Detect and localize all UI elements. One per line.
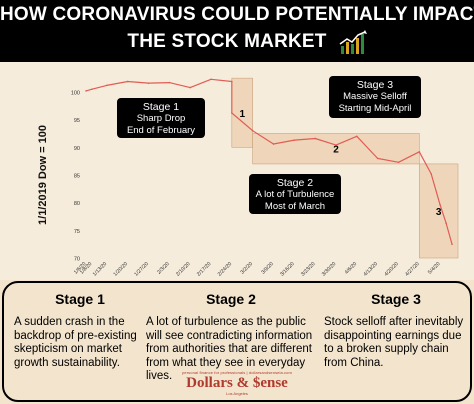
title-line-2: THE STOCK MARKET	[127, 31, 327, 52]
brand-logo: personal finance for professionals | dol…	[0, 370, 474, 396]
stage-region-label-3: 3	[436, 207, 442, 218]
y-tick-label-0: 70	[74, 257, 80, 263]
callout-stage-1-heading: Stage 1	[142, 101, 180, 113]
x-tick-label-16: 4/20/20	[383, 261, 400, 278]
x-tick-label-2: 1/13/20	[92, 261, 109, 278]
x-tick-label-7: 2/17/20	[196, 261, 213, 278]
y-tick-label-3: 85	[74, 174, 80, 180]
stage-1-text: A sudden crash in the backdrop of pre-ex…	[14, 316, 137, 369]
stage-2-text: A lot of turbulence as the public will s…	[146, 316, 313, 383]
brand-tagline: personal finance for professionals | dol…	[182, 370, 292, 375]
data-point-18	[418, 150, 421, 153]
stage-1-heading: Stage 1	[55, 291, 105, 307]
brand-location: Los Angeles	[226, 391, 248, 396]
data-point-14	[335, 144, 337, 146]
data-point-10	[251, 129, 254, 132]
callout-stage-2: Stage 2 A lot of Turbulence Most of Marc…	[249, 174, 341, 214]
stage-region-2	[252, 133, 420, 165]
callout-stage-1-line-1: Sharp Drop	[136, 113, 186, 124]
x-tick-label-10: 3/9/20	[260, 261, 275, 276]
data-point-6	[189, 86, 191, 89]
stage-description-panel: Stage 1 A sudden crash in the backdrop o…	[2, 281, 472, 402]
data-point-7	[210, 78, 212, 81]
chart-area: 1 2 3 70 75 80 85 90 95 100 1/1/2019 Dow = 100 1/6/…	[0, 62, 474, 280]
stage-3-heading: Stage 3	[371, 291, 421, 307]
data-point-21	[445, 222, 447, 224]
data-point-9	[231, 112, 233, 114]
data-point-2	[106, 84, 108, 87]
data-point-19	[430, 173, 433, 175]
data-point-13	[314, 137, 316, 140]
stock-chart-icon	[339, 30, 367, 54]
callout-stage-2-heading: Stage 2	[276, 177, 314, 189]
x-tick-label-11: 3/16/20	[279, 261, 296, 278]
x-tick-label-6: 2/10/20	[175, 261, 192, 278]
data-point-4	[147, 82, 150, 84]
x-tick-label-17: 4/27/20	[404, 261, 421, 278]
x-tick-label-15: 4/13/20	[363, 261, 380, 278]
callout-stage-3-heading: Stage 3	[356, 79, 394, 91]
data-point-12	[293, 139, 296, 141]
y-tick-label-6: 100	[71, 91, 80, 97]
data-point-15	[356, 135, 358, 138]
y-axis-title: 1/1/2019 Dow = 100	[37, 125, 49, 225]
data-point-22	[451, 243, 453, 245]
x-tick-label-4: 1/27/20	[133, 261, 150, 278]
x-tick-label-9: 3/2/20	[240, 261, 255, 276]
data-point-5	[168, 81, 171, 84]
callout-stage-3: Stage 3 Massive Selloff Starting Mid-Apr…	[329, 76, 421, 118]
callout-stage-3-line-2: Starting Mid-April	[338, 103, 412, 114]
x-tick-label-14: 4/6/20	[344, 261, 359, 276]
data-point-3	[126, 80, 129, 83]
title-line-1: HOW CORONAVIRUS COULD POTENTIALLY IMPACT	[0, 4, 474, 25]
callout-stage-3-line-1: Massive Selloff	[343, 91, 407, 102]
x-tick-label-3: 1/20/20	[113, 261, 130, 278]
x-tick-label-13: 3/30/20	[321, 261, 338, 278]
stage-3-text: Stock selloff after inevitably disappoin…	[324, 316, 464, 369]
data-point-11	[272, 143, 275, 145]
data-point-0	[85, 90, 87, 92]
stage-region-label-2: 2	[333, 145, 339, 156]
data-point-20	[439, 204, 441, 206]
data-point-8	[231, 80, 233, 83]
data-point-17	[397, 161, 400, 164]
stage-region-label-1: 1	[239, 109, 245, 120]
x-tick-label-12: 3/23/20	[300, 261, 317, 278]
y-tick-label-1: 75	[74, 229, 80, 235]
callout-stage-2-line-1: A lot of Turbulence	[255, 189, 335, 200]
x-tick-label-18: 5/4/20	[427, 261, 442, 276]
y-tick-label-2: 80	[74, 201, 80, 207]
data-point-1	[91, 88, 93, 91]
title-banner: HOW CORONAVIRUS COULD POTENTIALLY IMPACT…	[0, 0, 474, 62]
x-tick-label-8: 2/24/20	[217, 261, 234, 278]
callout-stage-1-line-2: End of February	[126, 125, 196, 136]
brand-name: Dollars & $ense	[186, 375, 288, 391]
y-tick-label-5: 95	[74, 118, 80, 124]
x-tick-label-5: 2/3/20	[156, 261, 171, 276]
callout-stage-1: Stage 1 Sharp Drop End of February	[117, 98, 205, 138]
callout-stage-2-line-2: Most of March	[264, 201, 326, 212]
data-point-16	[376, 157, 379, 160]
y-tick-label-4: 90	[74, 146, 80, 152]
stage-2-heading: Stage 2	[206, 291, 256, 307]
